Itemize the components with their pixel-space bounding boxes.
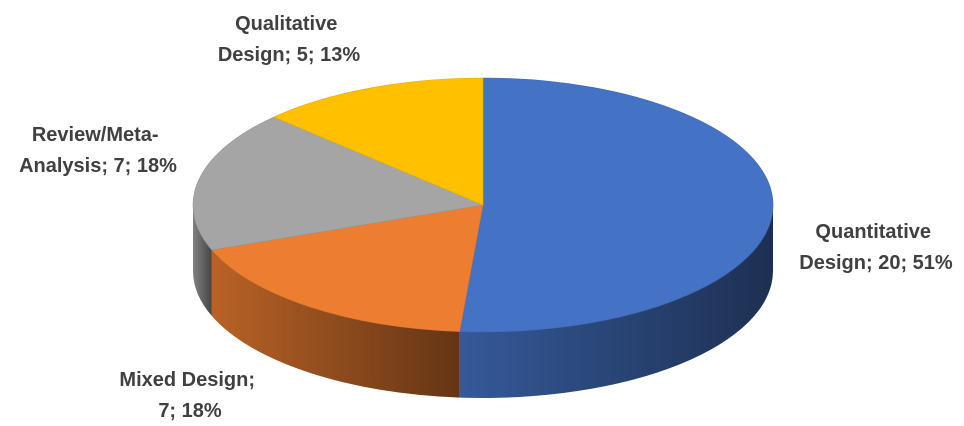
- label-review-meta-analysis: Review/Meta- Analysis; 7; 18%: [19, 124, 177, 177]
- label-mixed-design: Mixed Design; 7; 18%: [119, 369, 260, 422]
- label-qualitative-design: Qualitative Design; 5; 13%: [218, 13, 360, 66]
- slice-qualitative-design: [273, 77, 484, 206]
- side-mixed-design: [211, 250, 460, 398]
- pie-sides: [193, 205, 773, 398]
- pie-labels: Quantitative Design; 20; 51% Mixed Desig…: [19, 13, 953, 422]
- side-review-meta-analysis: [193, 205, 212, 317]
- label-quantitative-design: Quantitative Design; 20; 51%: [799, 221, 953, 274]
- pie-tops: [192, 77, 774, 333]
- slice-quantitative-design: [459, 77, 774, 333]
- slice-review-meta-analysis: [192, 116, 485, 251]
- side-quantitative-design: [459, 205, 773, 398]
- slice-mixed-design: [211, 204, 484, 332]
